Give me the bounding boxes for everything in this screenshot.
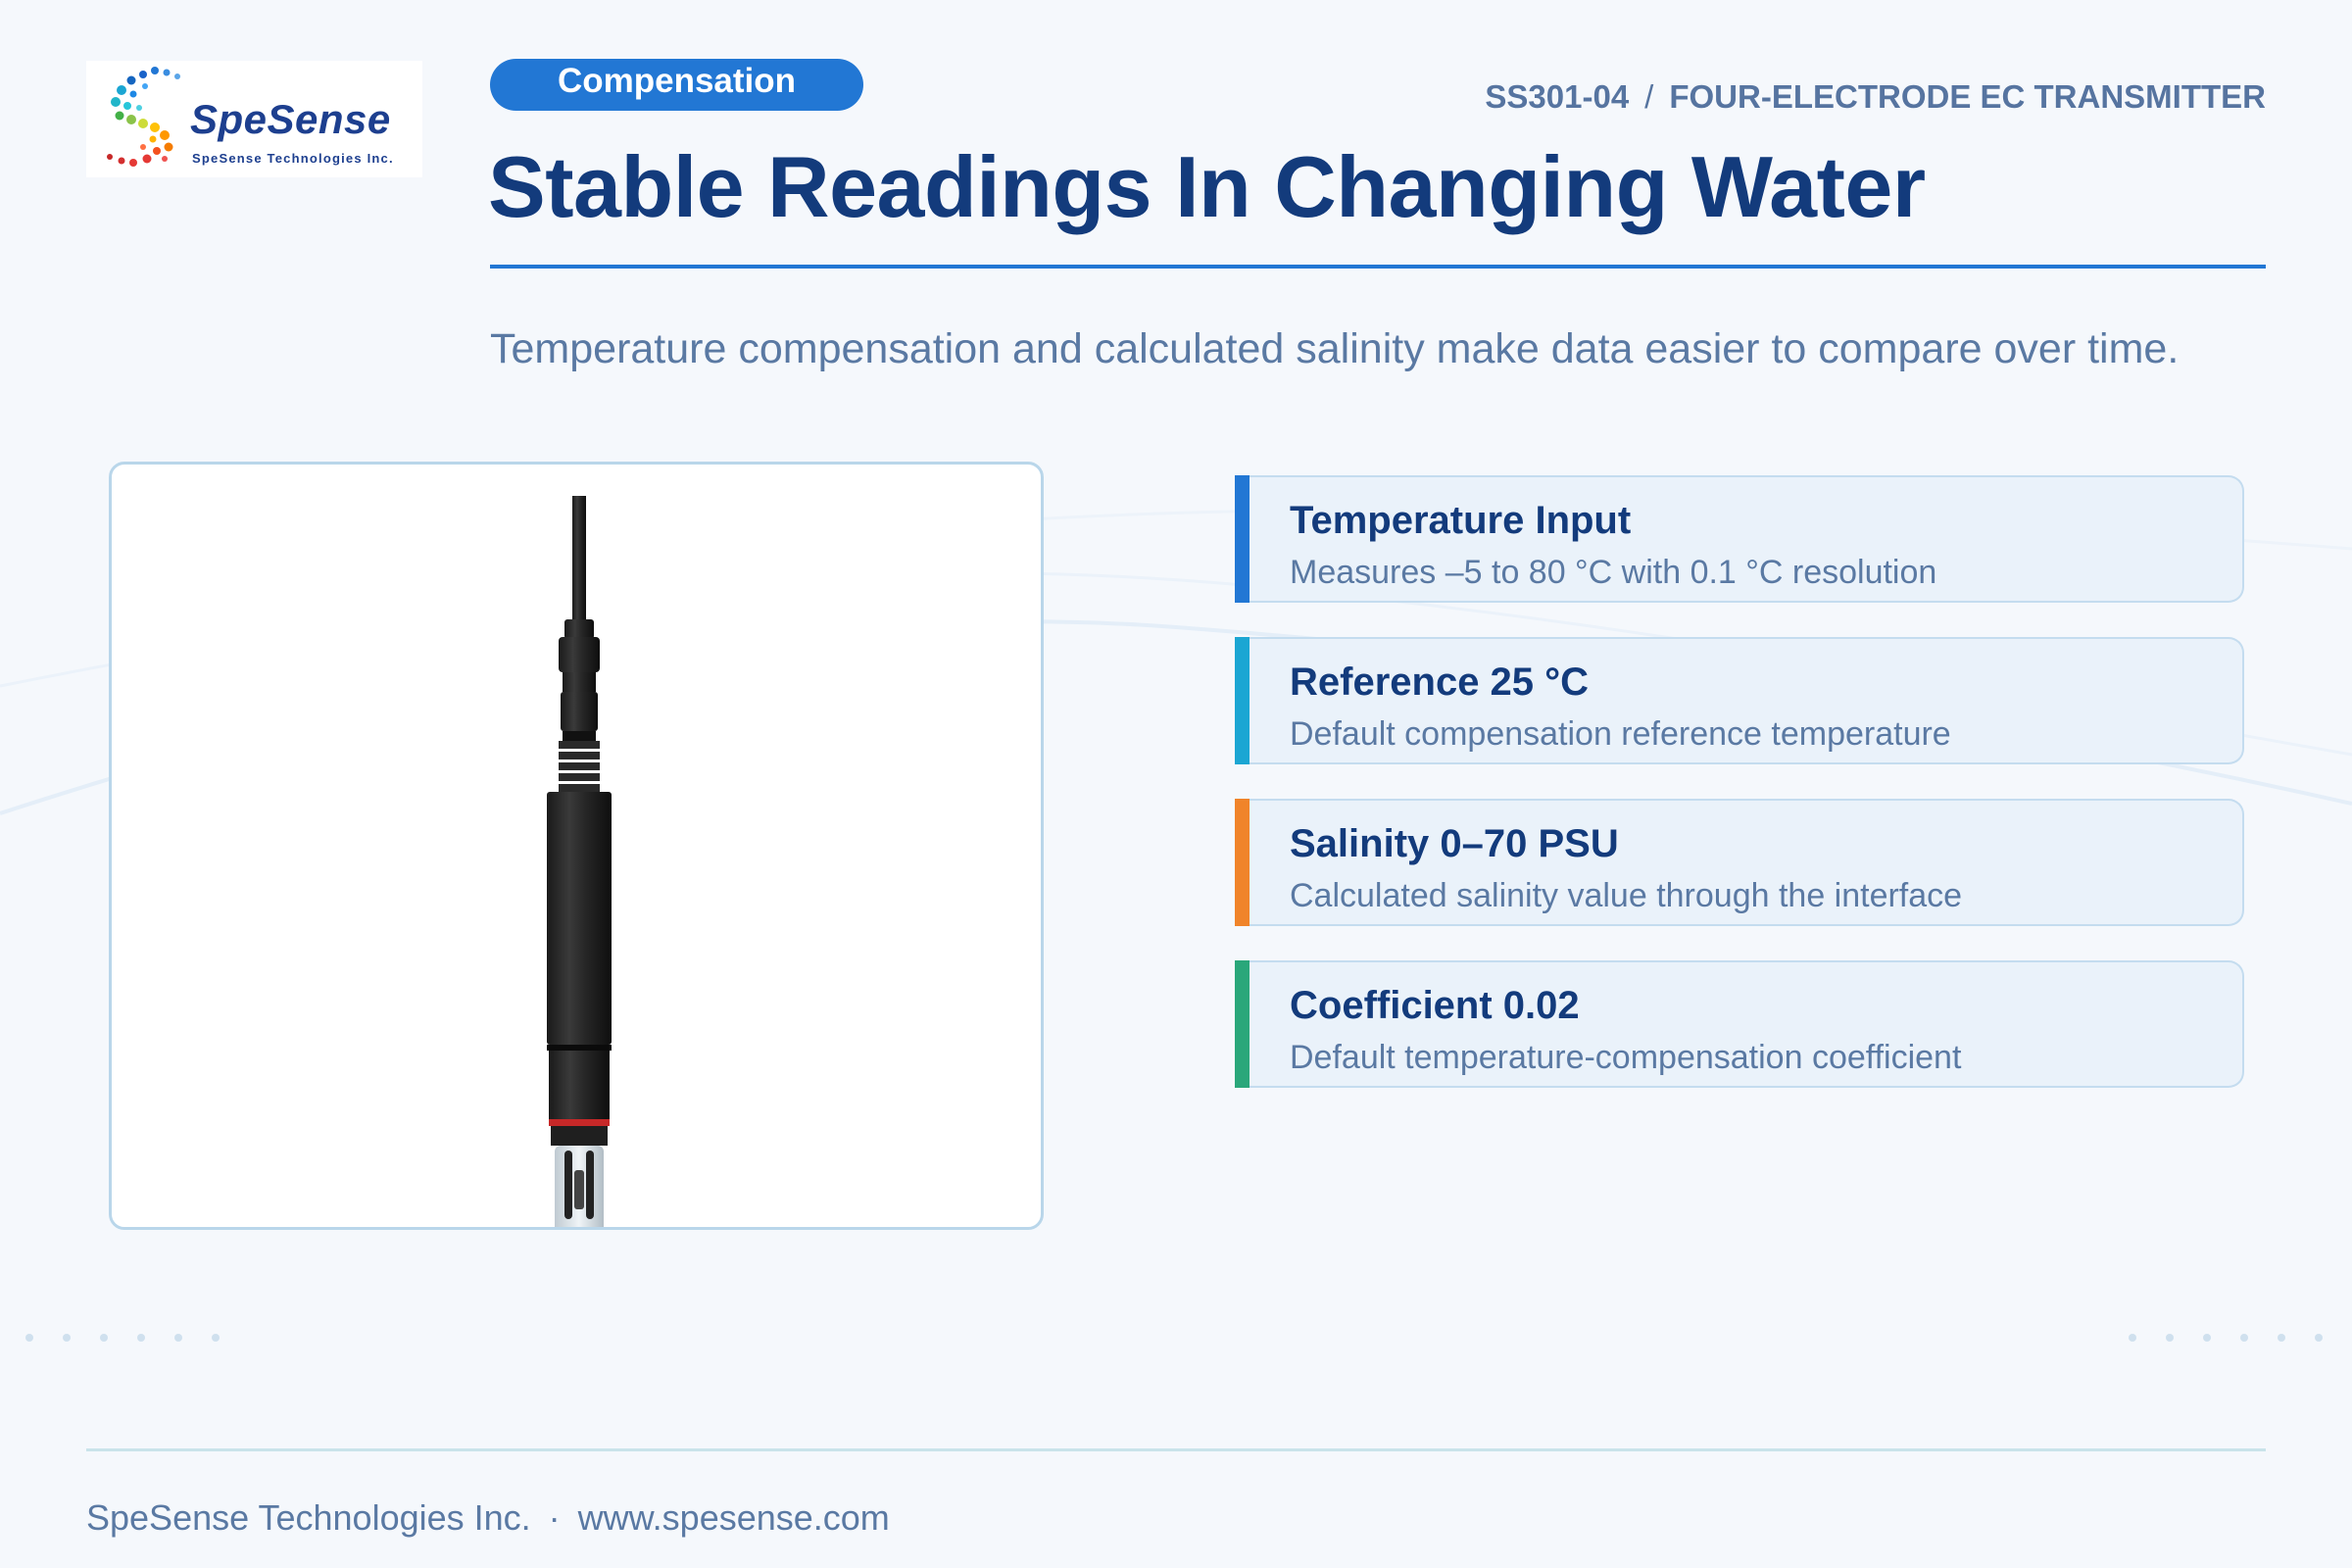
- footer-website-link[interactable]: www.spesense.com: [577, 1497, 890, 1538]
- feature-card-reference: Reference 25 °C Default compensation ref…: [1235, 637, 2244, 764]
- page-subtitle: Temperature compensation and calculated …: [490, 325, 2180, 372]
- decorative-dots-right: [2129, 1334, 2323, 1342]
- feature-accent-bar: [1235, 799, 1250, 926]
- model-number: SS301-04: [1485, 78, 1630, 115]
- feature-description: Default compensation reference temperatu…: [1290, 715, 1951, 753]
- feature-accent-bar: [1235, 475, 1250, 603]
- footer-separator: ·: [548, 1497, 561, 1538]
- feature-title: Temperature Input: [1290, 499, 1632, 542]
- feature-description: Default temperature-compensation coeffic…: [1290, 1039, 1962, 1076]
- spesense-logo-icon: [107, 67, 180, 167]
- product-separator: /: [1644, 78, 1654, 115]
- page-title: Stable Readings In Changing Water: [488, 138, 1926, 235]
- feature-title: Salinity 0–70 PSU: [1290, 822, 1619, 865]
- brand-tagline: SpeSense Technologies Inc.: [192, 151, 394, 166]
- decorative-dots-left: [25, 1334, 220, 1342]
- ec-probe-image: [547, 496, 612, 1227]
- footer-divider: [86, 1448, 2266, 1451]
- feature-title: Reference 25 °C: [1290, 661, 1590, 704]
- feature-accent-bar: [1235, 960, 1250, 1088]
- feature-accent-bar: [1235, 637, 1250, 764]
- feature-card-salinity: Salinity 0–70 PSU Calculated salinity va…: [1235, 799, 2244, 926]
- feature-card-coefficient: Coefficient 0.02 Default temperature-com…: [1235, 960, 2244, 1088]
- product-image-card: [109, 462, 1044, 1230]
- product-name: FOUR-ELECTRODE EC TRANSMITTER: [1669, 78, 2266, 115]
- section-tag: Compensation: [490, 59, 863, 111]
- footer-company: SpeSense Technologies Inc.: [86, 1497, 531, 1538]
- feature-description: Measures –5 to 80 °C with 0.1 °C resolut…: [1290, 554, 1937, 591]
- brand-name: SpeSense: [190, 96, 391, 142]
- feature-title: Coefficient 0.02: [1290, 984, 1580, 1027]
- title-divider: [490, 265, 2266, 269]
- brand-logo: SpeSense SpeSense Technologies Inc.: [86, 61, 422, 177]
- footer: SpeSense Technologies Inc. · www.spesense.…: [86, 1497, 890, 1539]
- product-line: SS301-04 / FOUR-ELECTRODE EC TRANSMITTER: [1485, 78, 2266, 116]
- feature-card-temperature: Temperature Input Measures –5 to 80 °C w…: [1235, 475, 2244, 603]
- feature-description: Calculated salinity value through the in…: [1290, 877, 1963, 914]
